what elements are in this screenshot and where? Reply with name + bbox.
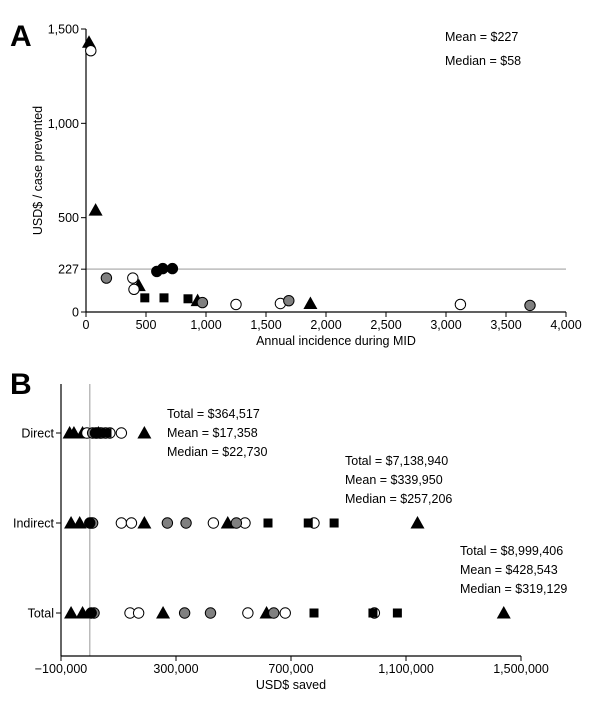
b-category-label: Direct bbox=[21, 427, 54, 441]
a-x-tick-label: 2,500 bbox=[370, 318, 401, 332]
a-point-triangle bbox=[88, 203, 103, 216]
b-point-circle-gray bbox=[204, 607, 217, 619]
b-x-ticks: −100,000 300,000 700,000 1,100,000 1,500,000 bbox=[35, 656, 549, 676]
b-point-circle-open bbox=[132, 607, 145, 619]
b-point-square bbox=[303, 518, 313, 528]
b-point-circle-black bbox=[84, 517, 96, 529]
a-y-axis-title: USD$ / case prevented bbox=[31, 106, 45, 235]
a-x-ticks: 0 500 1,000 1,500 2,000 2,500 3,000 3,500 4,000 bbox=[83, 312, 582, 332]
a-point-circle-black bbox=[157, 262, 169, 275]
b-point-square bbox=[392, 608, 402, 618]
b-point-triangle bbox=[137, 516, 152, 529]
b-stat-mean: Mean = $17,358 bbox=[167, 426, 258, 440]
b-stat-median: Median = $319,129 bbox=[460, 582, 567, 596]
b-stat-median: Median = $257,206 bbox=[345, 492, 452, 506]
panel-a: A 0 227 500 1,000 1,500 0 500 1,000 1,500 2,000 2… bbox=[10, 20, 582, 348]
a-y-tick-label: 227 bbox=[58, 263, 79, 277]
a-x-tick-label: 3,000 bbox=[430, 318, 461, 332]
b-point-triangle bbox=[496, 606, 511, 619]
panel-b: B Direct Indirect Total −100,000 300,000 700… bbox=[10, 368, 567, 692]
b-point-circle-gray bbox=[178, 607, 191, 619]
b-point-circle-gray bbox=[268, 607, 280, 619]
a-point-triangle bbox=[82, 35, 96, 48]
b-point-circle-black bbox=[85, 607, 97, 619]
a-point-circle-gray bbox=[100, 272, 113, 284]
a-x-tick-label: 0 bbox=[83, 318, 90, 332]
a-y-tick-label: 0 bbox=[72, 306, 79, 320]
b-point-circle-open bbox=[207, 517, 220, 529]
b-point-circle-gray bbox=[230, 517, 243, 529]
a-x-tick-label: 3,500 bbox=[490, 318, 521, 332]
b-point-circle-gray bbox=[180, 517, 192, 529]
b-x-tick-label: 1,500,000 bbox=[493, 662, 549, 676]
b-x-axis-title: USD$ saved bbox=[256, 678, 326, 692]
panel-b-label: B bbox=[10, 368, 32, 401]
b-stat-mean: Mean = $428,543 bbox=[460, 563, 558, 577]
b-x-tick-label: 300,000 bbox=[153, 662, 198, 676]
b-point-circle-open bbox=[115, 427, 128, 439]
b-x-tick-label: 1,100,000 bbox=[378, 662, 434, 676]
b-x-tick-label: −100,000 bbox=[35, 662, 88, 676]
a-point-circle-open bbox=[85, 44, 97, 57]
a-y-tick-label: 1,500 bbox=[48, 23, 79, 37]
b-point-square bbox=[329, 518, 339, 528]
b-category-label: Indirect bbox=[13, 517, 55, 531]
b-point-triangle bbox=[72, 516, 87, 529]
a-x-tick-label: 2,000 bbox=[310, 318, 341, 332]
b-category-labels: Direct Indirect Total bbox=[13, 427, 61, 621]
b-stat-mean: Mean = $339,950 bbox=[345, 473, 443, 487]
b-stat-median: Median = $22,730 bbox=[167, 445, 267, 459]
b-point-circle-open bbox=[125, 517, 138, 529]
a-x-tick-label: 4,000 bbox=[550, 318, 581, 332]
a-point-circle-gray bbox=[283, 294, 295, 307]
b-point-triangle bbox=[64, 606, 79, 619]
b-point-circle-open bbox=[242, 607, 254, 619]
b-point-square bbox=[102, 428, 112, 438]
a-point-circle-gray bbox=[196, 296, 209, 309]
b-x-tick-label: 700,000 bbox=[268, 662, 313, 676]
b-points bbox=[62, 426, 511, 619]
a-point-circle-open bbox=[127, 272, 139, 284]
b-category-label: Total bbox=[28, 607, 54, 621]
panel-a-label: A bbox=[10, 20, 32, 53]
a-point-triangle bbox=[303, 296, 318, 310]
b-point-circle-gray bbox=[161, 517, 174, 529]
a-x-tick-label: 500 bbox=[136, 318, 157, 332]
b-point-triangle bbox=[410, 516, 425, 529]
a-point-square bbox=[159, 293, 169, 303]
a-y-ticks: 0 227 500 1,000 1,500 bbox=[48, 23, 86, 320]
b-point-circle-open bbox=[115, 517, 128, 529]
a-mean-annotation: Mean = $227 bbox=[445, 30, 518, 44]
b-statistics: Total = $364,517 Mean = $17,358 Median = $… bbox=[167, 407, 567, 596]
b-stat-total: Total = $7,138,940 bbox=[345, 454, 448, 468]
a-point-square bbox=[183, 294, 193, 304]
a-points bbox=[82, 35, 536, 312]
a-point-circle-open bbox=[230, 298, 242, 311]
a-x-tick-label: 1,000 bbox=[190, 318, 221, 332]
a-point-circle-black bbox=[166, 262, 179, 275]
b-point-square bbox=[309, 608, 319, 618]
b-point-square bbox=[263, 518, 273, 528]
a-median-annotation: Median = $58 bbox=[445, 54, 521, 68]
a-point-square bbox=[140, 293, 150, 303]
a-y-tick-label: 500 bbox=[58, 211, 79, 225]
a-y-tick-label: 1,000 bbox=[48, 117, 79, 131]
a-x-axis-title: Annual incidence during MID bbox=[256, 334, 416, 348]
b-point-square bbox=[368, 608, 378, 618]
a-point-circle-gray bbox=[524, 299, 536, 312]
a-x-tick-label: 1,500 bbox=[250, 318, 281, 332]
b-stat-total: Total = $8,999,406 bbox=[460, 544, 563, 558]
a-point-circle-open bbox=[128, 283, 140, 296]
b-stat-total: Total = $364,517 bbox=[167, 407, 260, 421]
b-point-triangle bbox=[137, 426, 152, 439]
b-point-triangle bbox=[156, 606, 171, 619]
a-point-circle-open bbox=[454, 298, 467, 311]
b-point-circle-open bbox=[279, 607, 291, 619]
